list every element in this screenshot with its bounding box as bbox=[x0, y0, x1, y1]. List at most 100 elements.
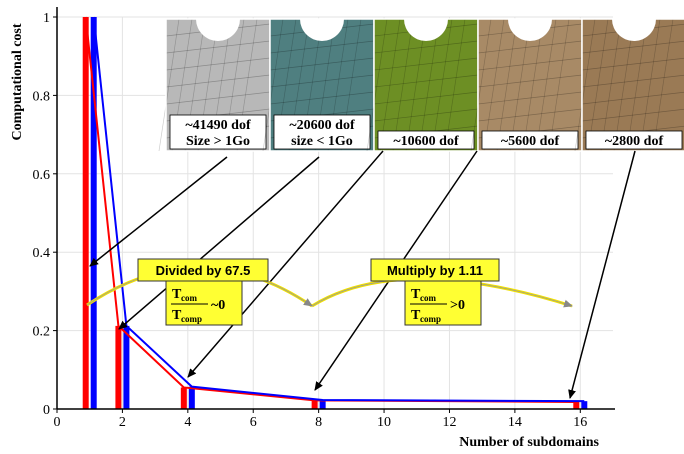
mesh-label-dof: ~10600 dof bbox=[393, 134, 459, 149]
x-tick-label: 2 bbox=[119, 415, 126, 430]
pointer-arrow bbox=[568, 150, 636, 399]
mesh-line bbox=[379, 18, 401, 152]
bar-blue bbox=[319, 399, 326, 409]
annotation-text: Divided by 67.5 bbox=[156, 263, 251, 278]
mesh-line bbox=[509, 18, 531, 152]
mesh-line bbox=[269, 57, 375, 71]
mesh-label-box bbox=[377, 130, 475, 150]
x-tick-label: 12 bbox=[442, 415, 456, 430]
bar-blue bbox=[581, 401, 588, 409]
mesh-line bbox=[626, 18, 648, 152]
ratio-numerator: T bbox=[172, 287, 182, 302]
bar-red bbox=[82, 17, 89, 409]
mesh-line bbox=[269, 91, 375, 105]
mesh-line bbox=[496, 18, 518, 152]
mesh-line bbox=[639, 18, 661, 152]
ratio-box bbox=[165, 280, 243, 326]
mesh-line bbox=[470, 18, 492, 152]
bar-red bbox=[311, 400, 318, 409]
mesh-line bbox=[587, 18, 609, 152]
ratio-numerator: T bbox=[411, 287, 421, 302]
mesh-line bbox=[613, 18, 635, 152]
mesh-line bbox=[581, 57, 684, 71]
mesh-line bbox=[535, 18, 557, 152]
y-tick-label: 0.2 bbox=[33, 325, 51, 340]
mesh-line bbox=[373, 40, 479, 54]
mesh-line bbox=[652, 18, 674, 152]
mesh-line bbox=[477, 108, 583, 122]
bar-red bbox=[115, 325, 122, 409]
mesh-line bbox=[165, 57, 271, 71]
mesh-line bbox=[262, 18, 284, 152]
mesh-line bbox=[581, 74, 684, 88]
x-tick-label: 8 bbox=[315, 415, 322, 430]
mesh-border bbox=[581, 18, 684, 152]
mesh-panel: ~5600 dof bbox=[470, 18, 583, 152]
mesh-label-dof: ~5600 dof bbox=[501, 134, 560, 149]
mesh-line bbox=[165, 74, 271, 88]
mesh-line bbox=[366, 18, 388, 152]
x-axis-label: Number of subdomains bbox=[459, 435, 599, 450]
mesh-line bbox=[581, 40, 684, 54]
mesh-line bbox=[548, 18, 570, 152]
pointer-arrow bbox=[187, 150, 384, 378]
mesh-hole bbox=[404, 19, 448, 41]
mesh-hole bbox=[196, 19, 240, 41]
mesh-label-box bbox=[273, 114, 371, 150]
bar-red bbox=[573, 401, 580, 409]
mesh-label-box bbox=[481, 130, 579, 150]
mesh-line bbox=[165, 40, 271, 54]
mesh-line bbox=[392, 18, 414, 152]
y-tick-label: 0.4 bbox=[33, 246, 51, 261]
ratio-denominator-sub: comp bbox=[420, 314, 441, 324]
ratio-relation: ~0 bbox=[211, 298, 225, 313]
mesh-label-size: size < 1Go bbox=[291, 134, 353, 149]
pointer-arrow bbox=[118, 156, 320, 330]
bar-blue bbox=[123, 325, 130, 409]
mesh-label-box bbox=[585, 130, 683, 150]
bar-blue bbox=[90, 17, 97, 409]
mesh-panel: ~10600 dof bbox=[366, 18, 479, 152]
bar-blue bbox=[188, 386, 195, 409]
mesh-hole bbox=[612, 19, 656, 41]
mesh-hole bbox=[300, 19, 344, 41]
series-line bbox=[92, 16, 585, 403]
x-tick-label: 4 bbox=[184, 415, 191, 430]
mesh-line bbox=[477, 57, 583, 71]
ratio-denominator-sub: comp bbox=[181, 314, 202, 324]
mesh-line bbox=[483, 18, 505, 152]
mesh-label-dof: ~41490 dof bbox=[185, 118, 251, 133]
ratio-numerator-sub: com bbox=[420, 293, 436, 303]
axes: 0 2 4 6 8 10 12 14 16 0 0.2 0.4 0.6 0.8 1 Number of sub… bbox=[10, 7, 615, 450]
mesh-line bbox=[165, 91, 271, 105]
annotation-text: Multiply by 1.11 bbox=[387, 263, 483, 278]
mesh-line bbox=[477, 74, 583, 88]
x-tick-label: 16 bbox=[573, 415, 587, 430]
mesh-label-dof: ~20600 dof bbox=[289, 118, 355, 133]
pointer-arrow bbox=[89, 156, 228, 267]
mesh-line bbox=[431, 18, 453, 152]
mesh-line bbox=[405, 18, 427, 152]
mesh-line bbox=[269, 40, 375, 54]
mesh-fill bbox=[582, 19, 684, 151]
y-axis-label: Computational cost bbox=[10, 23, 25, 140]
mesh-hole bbox=[508, 19, 552, 41]
mesh-line bbox=[444, 18, 466, 152]
mesh-line bbox=[477, 91, 583, 105]
x-tick-label: 10 bbox=[377, 415, 391, 430]
series-lines bbox=[84, 16, 585, 403]
y-tick-label: 0 bbox=[43, 403, 50, 418]
mesh-label-size: Size > 1Go bbox=[186, 134, 250, 149]
y-tick-label: 0.6 bbox=[33, 168, 51, 183]
y-tick-label: 0.8 bbox=[33, 89, 51, 104]
bar-red bbox=[180, 387, 187, 409]
mesh-line bbox=[373, 108, 479, 122]
x-tick-label: 6 bbox=[250, 415, 257, 430]
mesh-line bbox=[477, 40, 583, 54]
